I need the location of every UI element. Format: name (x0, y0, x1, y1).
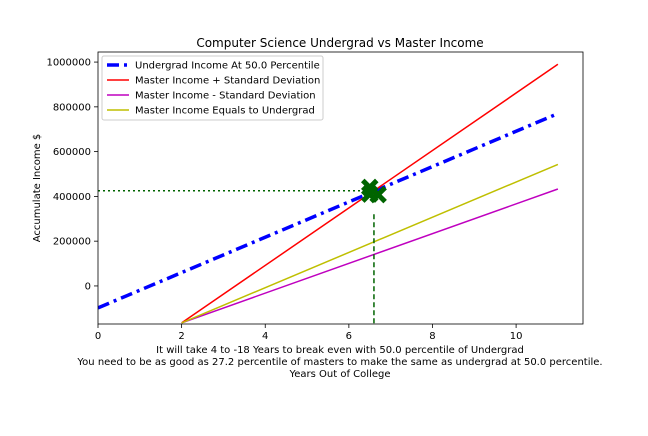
x-tick-label-4: 4 (262, 331, 268, 342)
y-tick-label-1: 200000 (53, 237, 91, 248)
series-line-3 (181, 188, 559, 324)
series-line-4 (181, 163, 559, 324)
legend: Undergrad Income At 50.0 Percentile Maste… (101, 55, 324, 121)
y-tick-label-0: 0 (85, 281, 91, 292)
y-tick-label-2: 400000 (53, 192, 91, 203)
legend-label-4: Master Income Equals to Undergrad (135, 106, 315, 117)
xlabel-line-2: You need to be as good as 27.2 percentil… (76, 357, 602, 368)
xlabel-line-3: Years Out of College (289, 369, 391, 380)
plot-content (98, 63, 559, 324)
legend-label-2: Master Income + Standard Deviation (135, 76, 320, 87)
x-tick-label-2: 2 (178, 331, 184, 342)
plot-frame (97, 51, 584, 325)
y-tick-label-5: 1000000 (46, 58, 91, 69)
chart-title: Computer Science Undergrad vs Master Inc… (196, 36, 483, 50)
breakeven-marker-3 (369, 185, 387, 204)
y-tick-label-3: 600000 (53, 147, 91, 158)
legend-label-3: Master Income - Standard Deviation (135, 91, 316, 102)
xlabel-line-1: It will take 4 to -18 Years to break eve… (156, 345, 524, 356)
legend-box (101, 55, 324, 121)
axes-layer: 0 2 4 6 8 10 0 200000 400000 600000 800000 1000000 (46, 51, 584, 342)
series-line-1 (98, 111, 559, 310)
legend-label-1: Undergrad Income At 50.0 Percentile (135, 61, 320, 72)
y-axis-label: Accumulate Income $ (32, 134, 43, 243)
x-tick-label-6: 6 (346, 331, 352, 342)
x-tick-label-10: 10 (510, 331, 523, 342)
x-tick-label-8: 8 (429, 331, 435, 342)
y-tick-label-4: 800000 (53, 102, 91, 113)
x-tick-label-0: 0 (95, 331, 101, 342)
